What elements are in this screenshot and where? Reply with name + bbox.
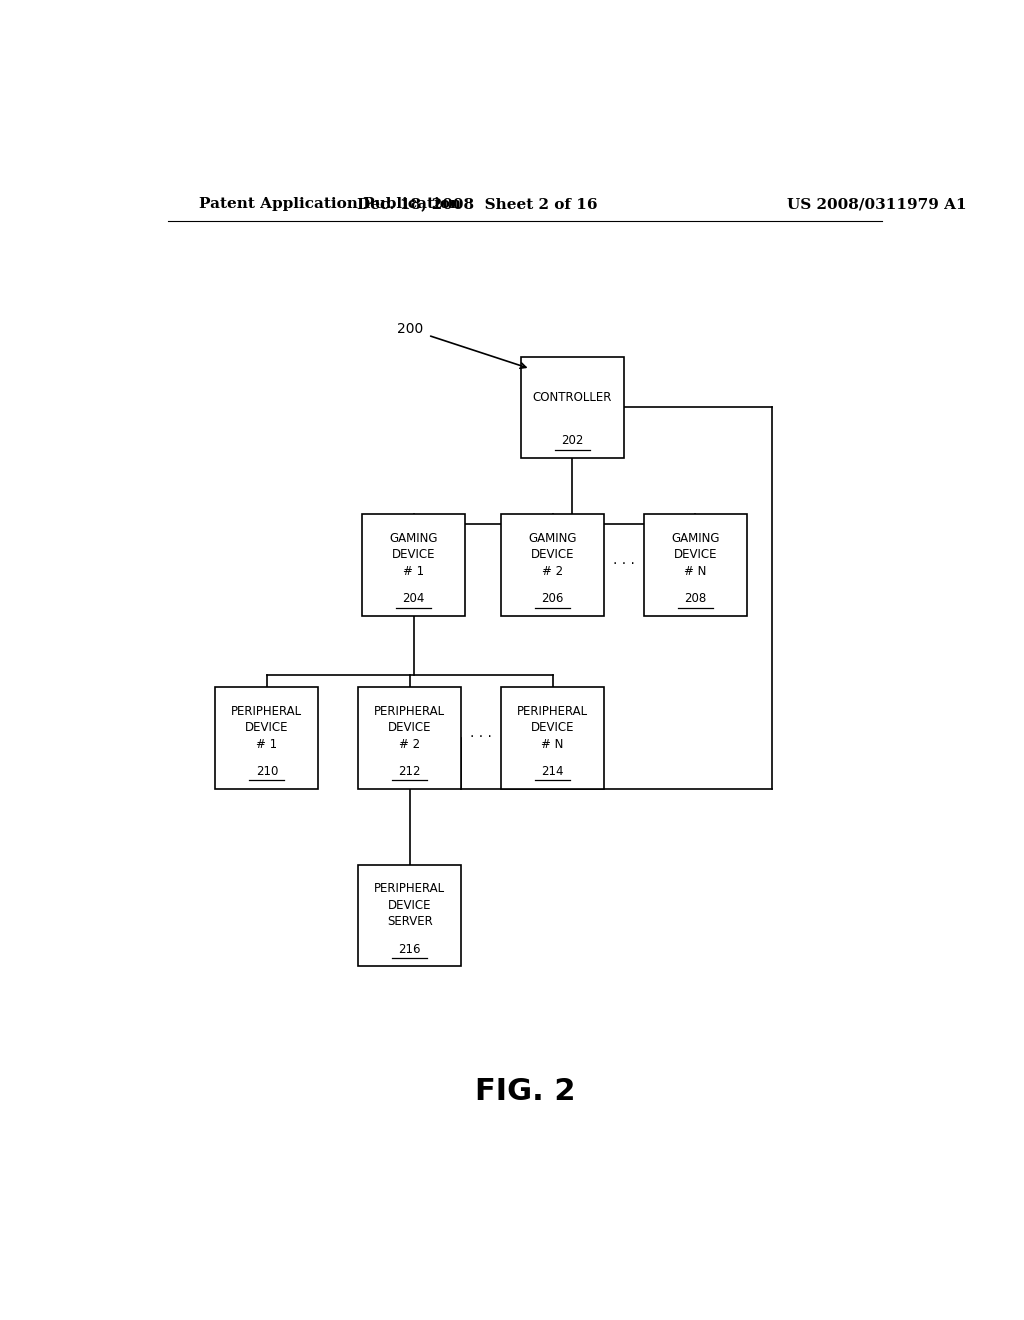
Text: 216: 216: [398, 942, 421, 956]
Bar: [501, 515, 604, 616]
Bar: [358, 686, 461, 788]
Text: Dec. 18, 2008  Sheet 2 of 16: Dec. 18, 2008 Sheet 2 of 16: [357, 197, 597, 211]
Text: 202: 202: [561, 434, 584, 447]
Text: CONTROLLER: CONTROLLER: [532, 391, 612, 404]
Text: . . .: . . .: [470, 726, 493, 739]
Text: PERIPHERAL
DEVICE
# N: PERIPHERAL DEVICE # N: [517, 705, 588, 751]
Text: 208: 208: [684, 591, 707, 605]
Text: 204: 204: [402, 591, 425, 605]
Text: FIG. 2: FIG. 2: [474, 1077, 575, 1106]
Text: 200: 200: [396, 322, 423, 337]
Text: 210: 210: [256, 764, 279, 777]
Text: . . .: . . .: [613, 553, 635, 566]
Bar: [521, 356, 624, 458]
Bar: [215, 686, 318, 788]
Text: GAMING
DEVICE
# 2: GAMING DEVICE # 2: [528, 532, 577, 578]
Text: 214: 214: [542, 764, 564, 777]
Bar: [501, 686, 604, 788]
Text: GAMING
DEVICE
# N: GAMING DEVICE # N: [671, 532, 720, 578]
Text: PERIPHERAL
DEVICE
# 1: PERIPHERAL DEVICE # 1: [231, 705, 302, 751]
Text: Patent Application Publication: Patent Application Publication: [200, 197, 462, 211]
Text: US 2008/0311979 A1: US 2008/0311979 A1: [786, 197, 967, 211]
Text: PERIPHERAL
DEVICE
# 2: PERIPHERAL DEVICE # 2: [374, 705, 445, 751]
Text: PERIPHERAL
DEVICE
SERVER: PERIPHERAL DEVICE SERVER: [374, 883, 445, 928]
Bar: [644, 515, 746, 616]
Text: 212: 212: [398, 764, 421, 777]
Text: GAMING
DEVICE
# 1: GAMING DEVICE # 1: [389, 532, 438, 578]
Bar: [362, 515, 465, 616]
Text: 206: 206: [542, 591, 564, 605]
Bar: [358, 865, 461, 966]
